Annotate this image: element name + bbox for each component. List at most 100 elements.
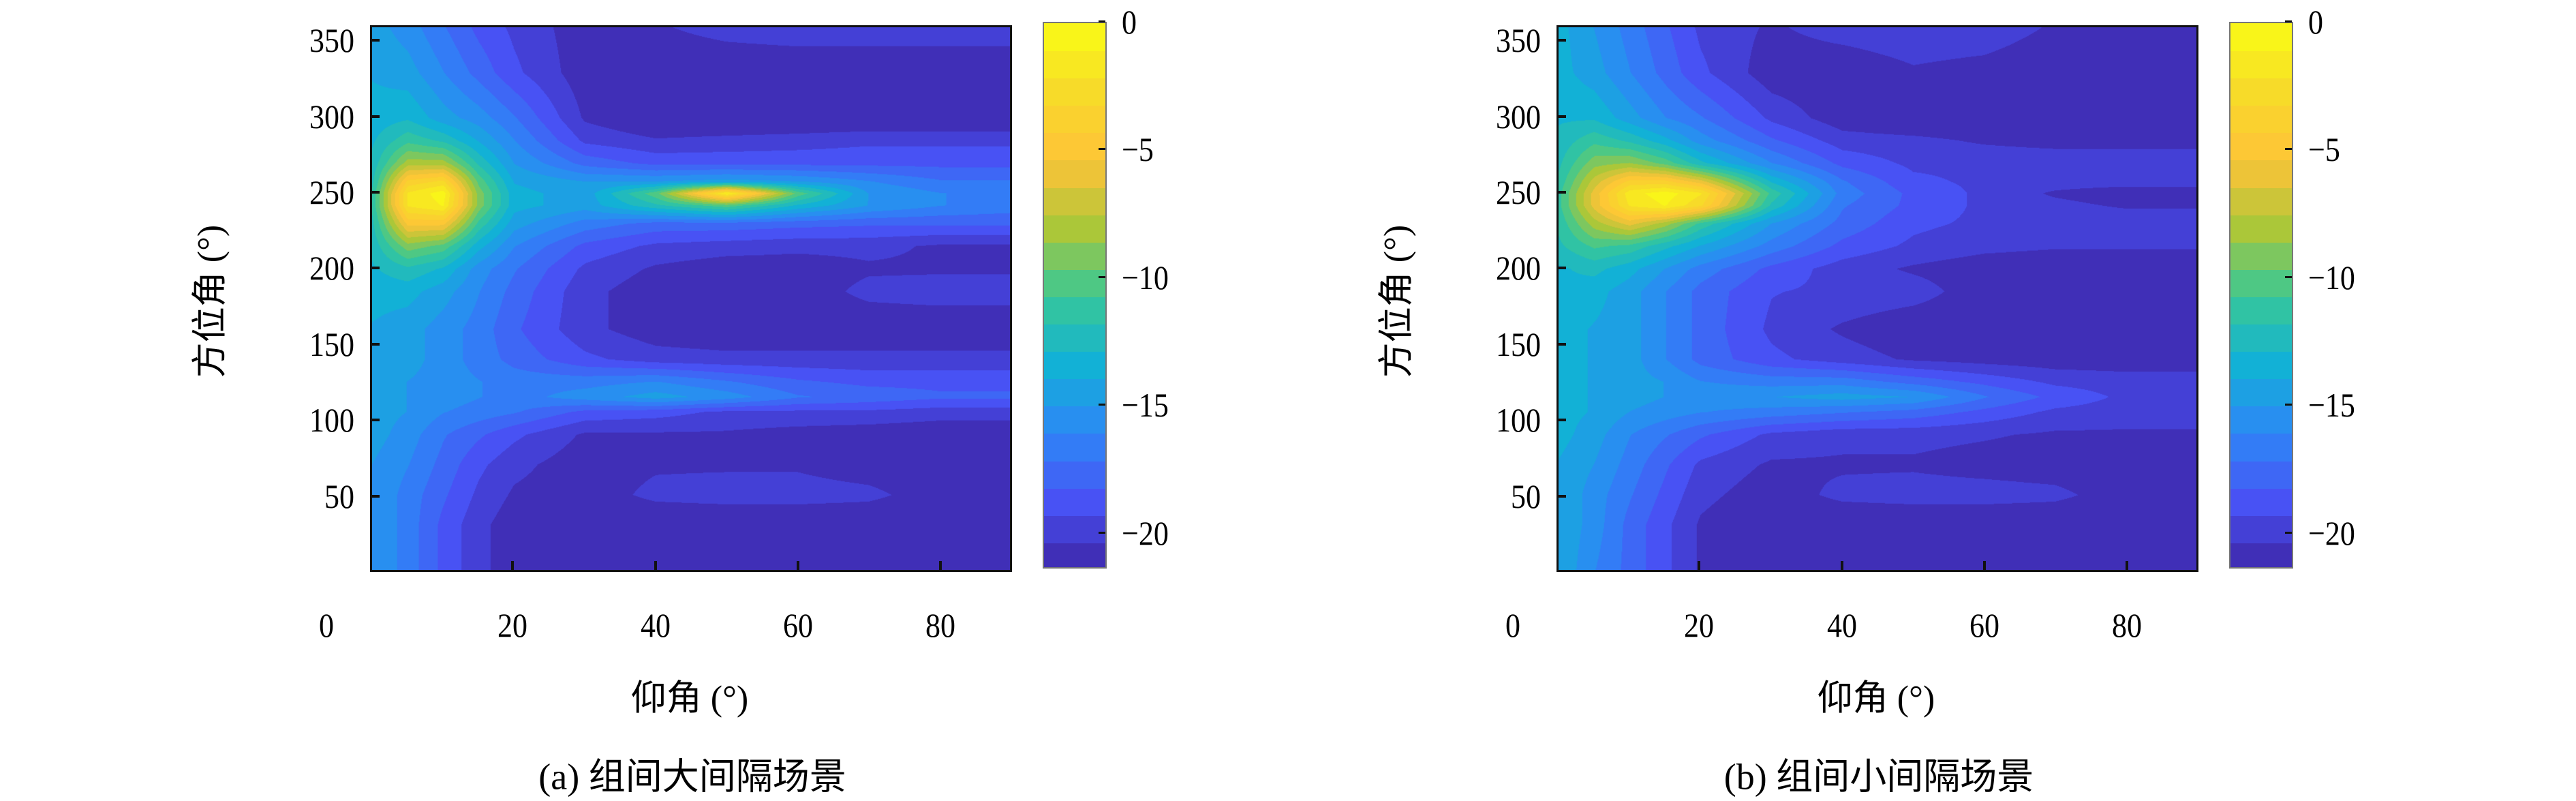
- colorbar-level: [2230, 105, 2292, 134]
- colorbar-tick-mark: [2285, 148, 2292, 151]
- colorbar-tick-label: −20: [2308, 513, 2355, 552]
- y-tick-mark: [1557, 419, 1566, 422]
- colorbar-level: [2230, 214, 2292, 243]
- colorbar-tick-mark: [2285, 275, 2292, 278]
- y-tick-mark: [1557, 342, 1566, 346]
- x-tick-mark: [1698, 561, 1701, 571]
- colorbar-tick-mark: [1099, 531, 1105, 534]
- colorbar-tick-label: −5: [1122, 130, 1154, 169]
- y-tick-mark: [1557, 39, 1566, 42]
- colorbar-tick-mark: [1099, 20, 1105, 22]
- heatmap-plot-area: [370, 25, 1012, 572]
- y-tick-mark: [1557, 115, 1566, 118]
- y-tick-label: 100: [309, 401, 354, 440]
- x-tick-mark: [1840, 561, 1843, 571]
- colorbar-level: [1044, 269, 1105, 297]
- colorbar-level: [1044, 351, 1105, 380]
- colorbar-level: [1044, 105, 1105, 134]
- colorbar-level: [2230, 378, 2292, 407]
- x-tick-label: 80: [925, 606, 956, 644]
- colorbar-level: [1044, 23, 1105, 52]
- colorbar-level: [2230, 324, 2292, 352]
- x-tick-label: 60: [1969, 606, 1999, 644]
- colorbar-level: [2230, 351, 2292, 380]
- y-tick-label: 150: [1496, 324, 1541, 363]
- x-tick-mark: [1983, 561, 1986, 571]
- y-tick-mark: [370, 494, 380, 498]
- y-tick-label: 250: [1496, 173, 1541, 212]
- y-tick-mark: [370, 191, 380, 194]
- subfigure-caption: (a) 组间大间隔场景: [538, 756, 846, 798]
- colorbar-tick-label: −10: [1122, 258, 1169, 297]
- y-tick-mark: [370, 39, 380, 42]
- heatmap-image: [1559, 27, 2196, 570]
- colorbar-level: [1044, 406, 1105, 434]
- colorbar-level: [1044, 241, 1105, 270]
- y-tick-label: 200: [1496, 249, 1541, 288]
- y-tick-label: 300: [1496, 97, 1541, 136]
- y-tick-label: 350: [309, 21, 354, 60]
- colorbar-tick-label: −20: [1122, 513, 1169, 552]
- panel-a: 0 20 40 60 80 50 100 150 200 250 300 350 0 −5 −10 −15 −2…: [191, 3, 1169, 798]
- y-tick-mark: [1557, 191, 1566, 194]
- y-tick-mark: [370, 267, 380, 270]
- colorbar: [1043, 22, 1107, 569]
- y-tick-mark: [370, 115, 380, 118]
- colorbar-level: [1044, 487, 1105, 516]
- colorbar-level: [2230, 78, 2292, 106]
- colorbar-tick-mark: [1099, 148, 1105, 151]
- x-tick-label: 20: [1684, 606, 1715, 644]
- x-tick-label: 20: [497, 606, 528, 644]
- x-tick-label: 40: [1826, 606, 1857, 644]
- colorbar-tick-label: 0: [1122, 3, 1137, 41]
- y-tick-label: 250: [309, 173, 354, 212]
- colorbar-level: [2230, 297, 2292, 325]
- x-tick-label: 60: [783, 606, 813, 644]
- colorbar-level: [2230, 542, 2292, 567]
- heatmap-plot-area: [1557, 25, 2198, 572]
- colorbar-level: [1044, 378, 1105, 407]
- colorbar-level: [2230, 23, 2292, 52]
- colorbar-tick-mark: [2285, 20, 2292, 22]
- y-tick-mark: [1557, 267, 1566, 270]
- colorbar-tick-mark: [2285, 531, 2292, 534]
- x-axis-label: 仰角 (°): [1817, 679, 1935, 719]
- colorbar-tick-mark: [1099, 404, 1105, 406]
- colorbar-level: [1044, 187, 1105, 215]
- y-axis-label: 方位角 (°): [191, 224, 230, 378]
- colorbar-level: [1044, 297, 1105, 325]
- colorbar-tick-label: −5: [2308, 130, 2340, 169]
- colorbar-tick-label: −15: [1122, 386, 1169, 425]
- colorbar-level: [1044, 324, 1105, 352]
- colorbar-level: [1044, 515, 1105, 543]
- colorbar-level: [2230, 433, 2292, 462]
- x-tick-label: 0: [319, 606, 334, 644]
- colorbar-tick-label: −10: [2308, 258, 2355, 297]
- y-tick-mark: [370, 342, 380, 346]
- colorbar-tick-mark: [1099, 275, 1105, 278]
- y-tick-label: 200: [309, 249, 354, 288]
- y-tick-label: 50: [324, 477, 354, 515]
- colorbar-level: [2230, 160, 2292, 188]
- y-tick-label: 300: [309, 97, 354, 136]
- colorbar-level: [1044, 132, 1105, 161]
- colorbar-tick-label: 0: [2308, 3, 2323, 41]
- colorbar-level: [1044, 160, 1105, 188]
- colorbar-level: [1044, 542, 1105, 567]
- x-tick-mark: [797, 561, 799, 571]
- colorbar-level: [2230, 187, 2292, 215]
- colorbar: [2229, 22, 2293, 569]
- colorbar-level: [2230, 241, 2292, 270]
- y-axis-label: 方位角 (°): [1377, 224, 1417, 378]
- x-tick-mark: [939, 561, 942, 571]
- x-axis-label: 仰角 (°): [630, 679, 749, 719]
- colorbar-level: [2230, 515, 2292, 543]
- x-tick-label: 40: [640, 606, 671, 644]
- x-tick-label: 0: [1505, 606, 1520, 644]
- x-tick-mark: [2126, 561, 2129, 571]
- colorbar-level: [1044, 214, 1105, 243]
- subfigure-caption: (b) 组间小间隔场景: [1723, 756, 2034, 798]
- x-tick-mark: [511, 561, 515, 571]
- colorbar-level: [2230, 406, 2292, 434]
- y-tick-label: 50: [1511, 477, 1541, 515]
